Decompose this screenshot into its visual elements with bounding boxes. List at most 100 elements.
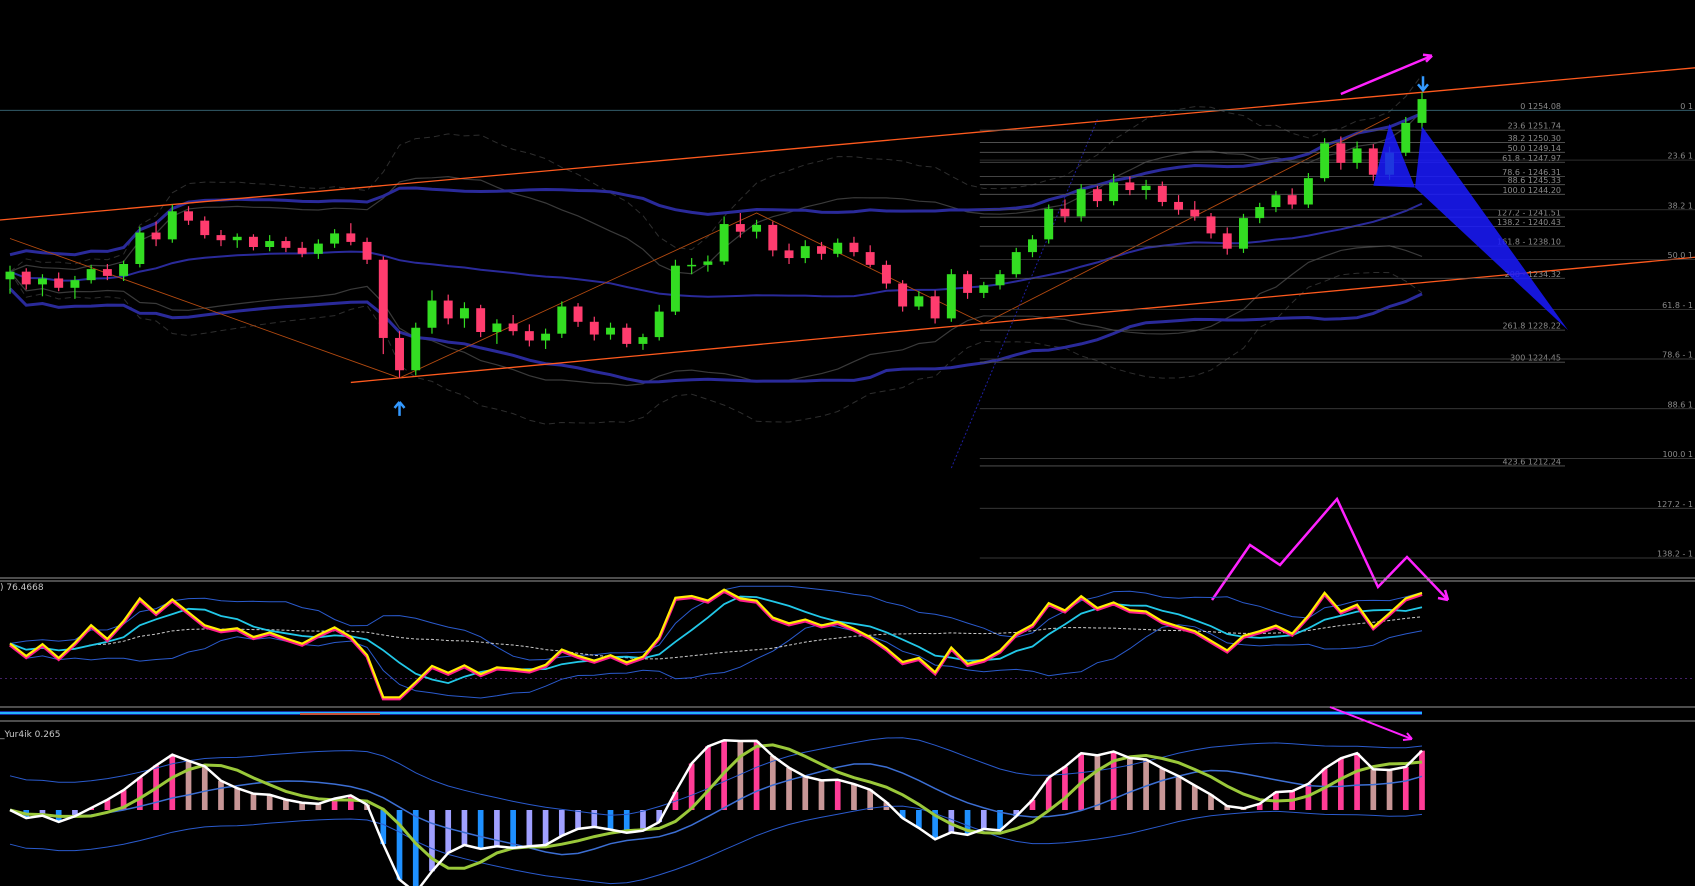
fib-level-label: 0 1254.08 xyxy=(1520,102,1561,111)
channel-upper-trendline xyxy=(0,67,1695,221)
candle-body xyxy=(768,224,778,251)
fib-level-label: 261.8 1228.22 xyxy=(1502,322,1561,331)
candle-body xyxy=(232,236,242,241)
candle-body xyxy=(979,285,989,293)
moving-average-upper xyxy=(9,112,1423,257)
zigzag-line xyxy=(9,116,1390,379)
candle-body xyxy=(102,269,112,276)
fib-level-label: 161.8 - 1238.10 xyxy=(1497,238,1561,247)
candle-body xyxy=(752,224,762,232)
candle-body xyxy=(817,246,826,254)
candle-body xyxy=(1092,189,1102,202)
oscillator2-main-line xyxy=(9,738,1423,886)
fib-level-label: 23.6 1251.74 xyxy=(1508,122,1561,131)
fib-level-label: 138.2 - 1240.43 xyxy=(1497,218,1561,227)
harmonic-pattern-bcd xyxy=(1415,126,1569,331)
candle-body xyxy=(670,265,680,312)
candle-body xyxy=(476,308,486,332)
candle-body xyxy=(1141,185,1151,191)
candle-body xyxy=(1174,201,1184,210)
indicator1-label: ) 76.4668 xyxy=(0,583,44,593)
fib-level-label: 300 1224.45 xyxy=(1510,354,1561,363)
candle-body xyxy=(248,236,258,247)
candle-body xyxy=(151,232,161,240)
candle-body xyxy=(1076,189,1086,217)
candle-body xyxy=(346,233,356,242)
candle-body xyxy=(37,278,47,285)
fib-level-label: 23.6 1 xyxy=(1668,152,1693,161)
candle-body xyxy=(849,242,859,253)
divergence-arrow xyxy=(1329,706,1413,740)
strip-bar-segment xyxy=(300,713,380,715)
candle-body xyxy=(1287,195,1297,205)
candle-body xyxy=(1060,208,1070,217)
candle-body xyxy=(330,233,340,244)
candle-body xyxy=(719,224,729,262)
candle-body xyxy=(362,241,372,260)
candle-body xyxy=(589,321,599,335)
candle-body xyxy=(1190,209,1200,217)
fib-level-label: 127.2 - 1 xyxy=(1657,500,1693,509)
fib-level-label: 61.8 - 1247.97 xyxy=(1502,154,1561,163)
candle-body xyxy=(557,306,567,334)
arrow-head-icon xyxy=(1402,732,1413,741)
oscillator-baseline xyxy=(9,616,1423,660)
fib-level-label: 100.0 1 xyxy=(1662,450,1693,459)
candle-body xyxy=(21,271,31,285)
candle-body xyxy=(606,327,615,335)
candle-body xyxy=(297,247,307,254)
fib-level-label: 200 - 1234.32 xyxy=(1505,270,1561,279)
fib-level-label: 88.6 1245.33 xyxy=(1508,176,1561,185)
candle-body xyxy=(865,252,875,265)
oscillator2-signal-line xyxy=(9,743,1423,870)
strip-pane xyxy=(0,711,1422,715)
bollinger-upper xyxy=(9,110,1423,275)
candle-body xyxy=(1336,143,1346,163)
candle-body xyxy=(914,296,924,307)
candle-body xyxy=(638,337,648,344)
candle-body xyxy=(946,274,956,319)
candle-body xyxy=(1044,208,1054,240)
candle-body xyxy=(1320,143,1330,179)
candle-body xyxy=(881,264,891,284)
arrow-head-icon xyxy=(1437,589,1450,602)
candle-body xyxy=(784,250,794,259)
harmonic-pattern-xab xyxy=(1373,123,1415,188)
candle-body xyxy=(1271,195,1281,208)
candle-body xyxy=(687,264,697,267)
sell-arrow-icon xyxy=(1417,76,1429,93)
candle-body xyxy=(86,269,96,281)
candle-body xyxy=(411,327,421,371)
candle-body xyxy=(524,331,534,341)
fib-level-label: 127.2 - 1241.51 xyxy=(1497,209,1561,218)
candle-body xyxy=(654,311,664,338)
candle-body xyxy=(1028,239,1037,253)
candle-body xyxy=(167,211,177,240)
fib-level-label: 100.0 1244.20 xyxy=(1502,186,1561,195)
oscillator-shadow-line xyxy=(9,589,1423,701)
candle-body xyxy=(1125,182,1135,191)
candle-body xyxy=(70,280,80,288)
candle-body xyxy=(492,323,502,332)
candle-body xyxy=(200,220,210,236)
fib-level-label: 38.2 1 xyxy=(1668,201,1693,210)
buy-arrow-icon xyxy=(393,401,406,416)
oscillator2-band-lower xyxy=(9,805,1423,885)
oscillator-signal-line xyxy=(9,595,1423,685)
arrow-head-icon xyxy=(1422,53,1433,63)
fib-level-label: 0 1 xyxy=(1680,102,1693,111)
candle-body xyxy=(184,211,193,221)
indicator2-label: _Yur4ik 0.265 xyxy=(0,730,60,740)
candle-body xyxy=(135,232,145,264)
oscillator-main-line xyxy=(9,588,1423,699)
candle-body xyxy=(54,278,64,288)
candle-body xyxy=(995,274,1005,286)
candle-body xyxy=(898,283,908,307)
candle-body xyxy=(930,296,940,319)
candle-body xyxy=(1157,185,1167,202)
bollinger-lower xyxy=(9,245,1423,387)
indicator2-pane xyxy=(9,706,1425,886)
candle-body xyxy=(427,300,437,328)
